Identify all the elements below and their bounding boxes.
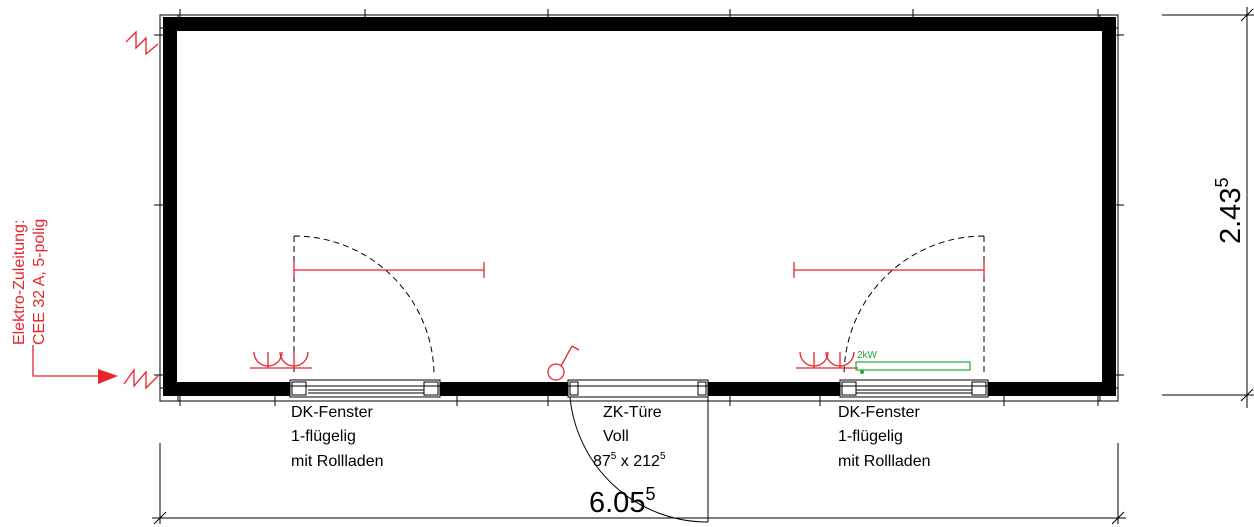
right-window xyxy=(839,379,989,398)
height-sup: 5 xyxy=(1212,178,1232,188)
electric-arrow xyxy=(32,345,118,384)
width-label: 6.055 xyxy=(589,484,655,519)
right-window-clearance xyxy=(793,262,985,278)
door-size: 875 x 2125 xyxy=(593,451,666,470)
left-window-swing xyxy=(293,235,435,376)
wall xyxy=(163,17,1116,396)
right-window-line2: 1-flügelig xyxy=(838,428,903,445)
left-outlets-icon xyxy=(250,351,312,369)
height-main: 2.43 xyxy=(1215,188,1247,244)
left-window-clearance xyxy=(293,262,485,278)
door xyxy=(567,379,709,398)
door-size-h-sup: 5 xyxy=(660,451,666,462)
width-sup: 5 xyxy=(645,484,655,504)
electric-line1: Elektro-Zuleitung: xyxy=(11,220,28,345)
height-dimension-line xyxy=(1162,7,1254,408)
heater-icon xyxy=(855,361,971,374)
corner-caps xyxy=(160,15,1118,401)
right-outlets-icon xyxy=(796,351,858,369)
electric-marker-bottom-icon xyxy=(123,367,159,390)
door-line2: Voll xyxy=(603,428,629,445)
door-swing xyxy=(569,396,709,523)
right-window-line3: mit Rollladen xyxy=(838,453,930,470)
light-switch-icon xyxy=(547,345,580,381)
left-window-line2: 1-flügelig xyxy=(291,428,356,445)
left-window xyxy=(289,379,441,398)
height-label: 2.435 xyxy=(1212,178,1247,244)
electric-line2: CEE 32 A, 5-polig xyxy=(31,219,48,345)
right-window-swing xyxy=(843,235,985,376)
door-size-w-sup: 5 xyxy=(611,451,617,462)
left-window-line3: mit Rollladen xyxy=(291,453,383,470)
width-dimension-line xyxy=(152,443,1126,525)
door-line1: ZK-Türe xyxy=(603,404,662,421)
door-size-sep: x 212 xyxy=(616,453,660,470)
heater-label: 2kW xyxy=(857,350,878,361)
right-window-line1: DK-Fenster xyxy=(838,404,920,421)
outer-wall-outline xyxy=(159,14,1119,402)
left-window-line1: DK-Fenster xyxy=(291,404,373,421)
electric-marker-top-icon xyxy=(125,30,159,56)
width-main: 6.05 xyxy=(589,487,645,519)
door-size-w: 87 xyxy=(593,453,611,470)
wall-ticks xyxy=(154,9,1124,406)
